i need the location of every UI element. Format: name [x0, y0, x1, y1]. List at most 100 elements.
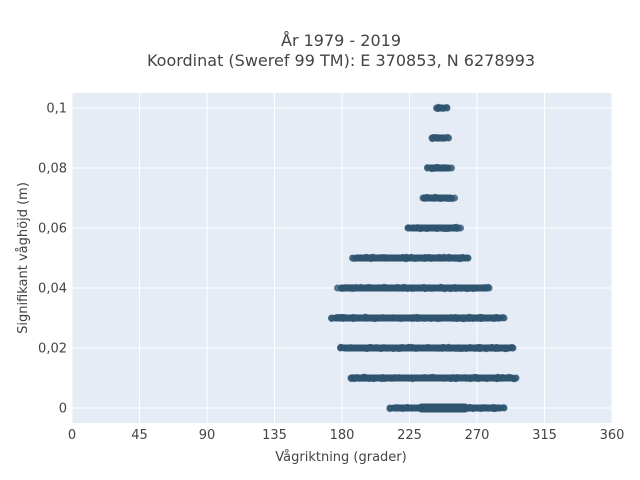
y-axis-title: Signifikant våghöjd (m)	[16, 182, 31, 334]
data-point	[433, 104, 440, 112]
data-point	[440, 374, 448, 382]
data-point	[395, 284, 403, 292]
data-point	[427, 314, 435, 322]
data-point	[424, 404, 432, 412]
data-point	[466, 343, 474, 351]
data-point	[434, 134, 442, 142]
data-point	[464, 254, 472, 262]
data-point	[334, 284, 341, 292]
data-points	[328, 103, 520, 413]
data-point	[371, 315, 379, 323]
data-point	[438, 164, 446, 172]
x-axis-title: Vågriktning (grader)	[275, 450, 406, 465]
data-point	[509, 344, 517, 352]
x-tick-label: 0	[68, 428, 76, 443]
data-point	[428, 134, 436, 142]
data-point	[484, 404, 492, 412]
data-point	[500, 404, 508, 412]
data-point	[387, 374, 395, 382]
data-point	[380, 344, 388, 352]
data-point	[402, 253, 410, 261]
data-point	[475, 343, 483, 351]
data-point	[362, 254, 370, 262]
data-point	[456, 344, 464, 352]
data-point	[397, 315, 405, 323]
data-point	[353, 373, 361, 381]
y-tick-label: 0,06	[38, 222, 67, 237]
data-point	[512, 374, 520, 382]
x-tick-label: 315	[532, 428, 557, 443]
data-point	[357, 283, 365, 291]
x-tick-label: 225	[397, 428, 422, 443]
data-point	[412, 344, 420, 352]
data-point	[347, 374, 355, 382]
x-tick-label: 360	[600, 428, 625, 443]
data-point	[349, 313, 357, 321]
data-point	[500, 314, 508, 322]
data-point	[394, 344, 402, 352]
y-tick-label: 0	[59, 402, 67, 417]
data-point	[466, 375, 474, 383]
data-point	[485, 284, 493, 292]
data-point	[433, 164, 441, 172]
data-point	[443, 104, 451, 112]
data-point	[405, 343, 413, 351]
data-point	[493, 343, 501, 351]
y-tick-label: 0,02	[38, 342, 67, 357]
data-point	[465, 314, 473, 322]
data-point	[386, 404, 394, 412]
data-point	[410, 284, 418, 292]
data-point	[328, 314, 335, 322]
data-point	[464, 284, 472, 292]
data-point	[489, 314, 497, 322]
data-point	[379, 314, 387, 322]
data-point	[448, 164, 455, 172]
data-point	[433, 314, 441, 322]
data-point	[337, 344, 344, 352]
data-point	[437, 254, 445, 262]
chart-subtitle: Koordinat (Sweref 99 TM): E 370853, N 62…	[147, 51, 535, 70]
data-point	[458, 403, 466, 411]
data-point	[470, 285, 478, 293]
data-point	[497, 374, 505, 382]
data-point	[445, 253, 453, 261]
y-axis-ticks: 0 0,02 0,04 0,06 0,08 0,1	[38, 102, 67, 417]
data-point	[404, 284, 412, 292]
data-point	[361, 373, 369, 381]
y-tick-label: 0,08	[38, 162, 67, 177]
data-point	[493, 404, 501, 412]
data-point	[370, 284, 378, 292]
data-point	[432, 194, 440, 202]
data-point	[473, 374, 481, 382]
x-tick-label: 135	[262, 428, 287, 443]
data-point	[483, 375, 491, 383]
data-point	[501, 344, 509, 352]
data-point	[467, 404, 475, 412]
data-point	[424, 164, 431, 172]
data-point	[453, 404, 461, 412]
data-point	[369, 374, 377, 382]
data-point	[377, 254, 385, 262]
data-point	[477, 314, 485, 322]
data-point	[459, 315, 467, 323]
data-point	[427, 284, 435, 292]
data-point	[451, 254, 459, 262]
data-point	[363, 314, 371, 322]
data-point	[445, 134, 452, 142]
data-point	[429, 344, 437, 352]
data-point	[437, 194, 445, 202]
data-point	[355, 254, 363, 262]
chart-title: År 1979 - 2019	[281, 31, 401, 50]
data-point	[395, 404, 403, 412]
data-point	[423, 225, 431, 233]
data-point	[444, 404, 452, 412]
data-point	[411, 254, 419, 262]
data-point	[452, 285, 460, 293]
data-point	[427, 255, 435, 263]
data-point	[344, 344, 352, 352]
data-point	[427, 374, 435, 382]
data-point	[417, 225, 425, 233]
data-point	[429, 224, 437, 232]
data-point	[407, 314, 415, 322]
